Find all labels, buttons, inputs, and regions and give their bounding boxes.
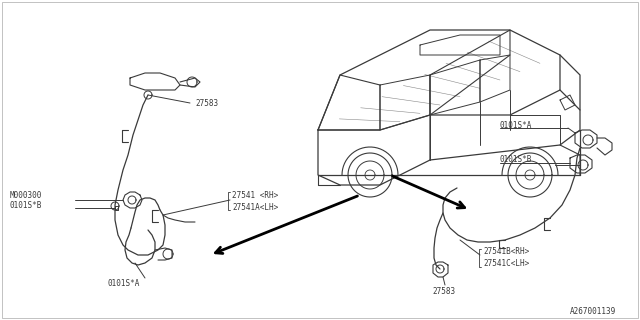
- Text: A267001139: A267001139: [570, 308, 616, 316]
- Text: 27583: 27583: [432, 287, 455, 297]
- Text: M000300: M000300: [10, 190, 42, 199]
- Text: 27583: 27583: [195, 99, 218, 108]
- Text: 0101S*A: 0101S*A: [108, 278, 140, 287]
- Text: 27541C<LH>: 27541C<LH>: [483, 260, 529, 268]
- Text: 0101S*B: 0101S*B: [10, 202, 42, 211]
- Text: 0101S*B: 0101S*B: [500, 156, 532, 164]
- Text: 27541 <RH>: 27541 <RH>: [232, 190, 278, 199]
- Text: 27541B<RH>: 27541B<RH>: [483, 247, 529, 257]
- Text: 0101S*A: 0101S*A: [500, 121, 532, 130]
- Text: 27541A<LH>: 27541A<LH>: [232, 203, 278, 212]
